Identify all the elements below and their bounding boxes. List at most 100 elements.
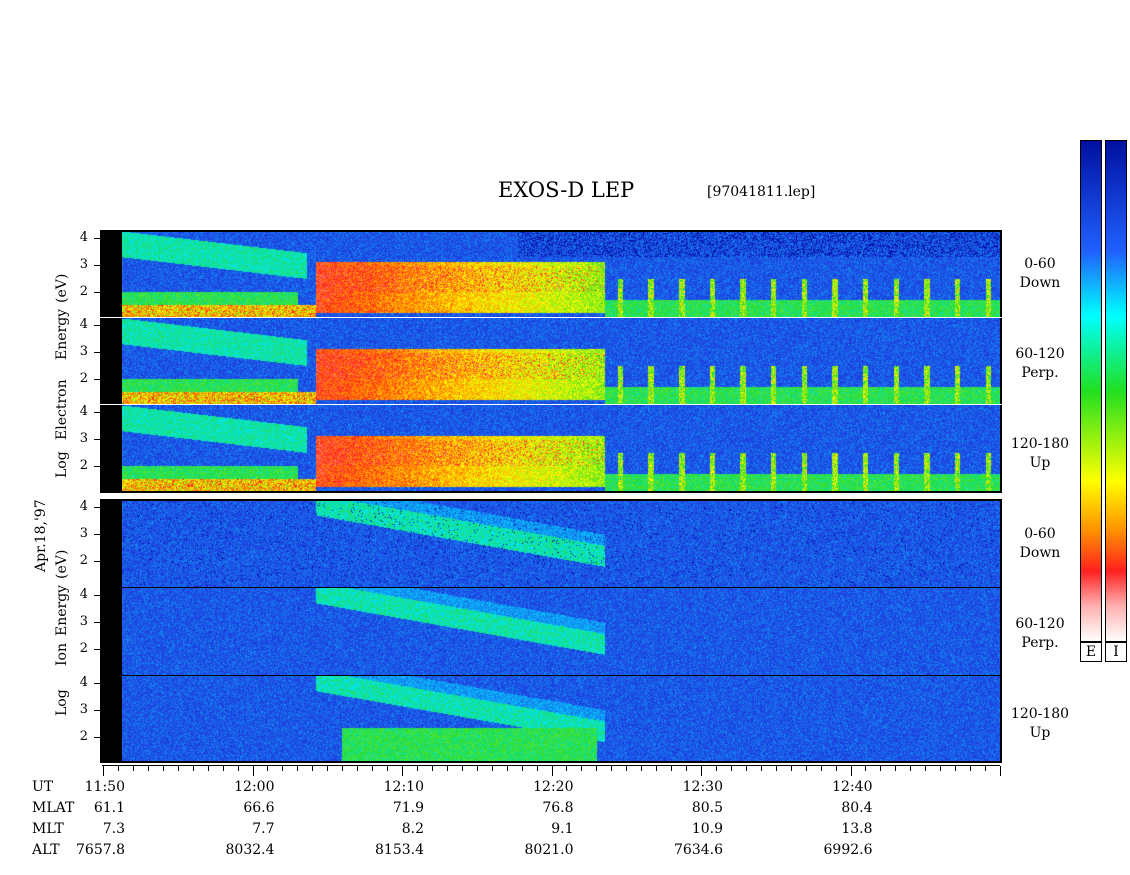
x-tick-mark	[626, 766, 628, 771]
x-tick-mark	[147, 766, 149, 771]
footer-mlt-value: 9.1	[551, 821, 574, 837]
x-tick-mark	[715, 766, 717, 771]
electron-black-bar	[100, 230, 122, 493]
x-tick-mark	[506, 766, 508, 771]
x-tick-mark	[282, 766, 284, 771]
y-tick-label: 2	[79, 641, 88, 656]
x-tick-mark	[955, 766, 957, 771]
spectrogram-panel	[122, 231, 1000, 317]
footer-ut-value: 12:20	[533, 779, 574, 795]
x-tick-mark	[805, 766, 807, 771]
x-tick-mark	[162, 766, 164, 771]
footer-ut-value: 12:40	[832, 779, 873, 795]
footer-mlt-value: 10.9	[691, 821, 723, 837]
x-tick-mark	[850, 766, 852, 776]
electron-ylabel-species: Electron	[54, 379, 70, 440]
panel-separator	[100, 317, 1002, 318]
footer-alt-value: 8153.4	[375, 842, 424, 858]
pitch-dir: Down	[1019, 275, 1061, 291]
x-tick-mark	[641, 766, 643, 771]
x-tick-mark	[207, 766, 209, 771]
footer-mlt-value: 7.3	[102, 821, 125, 837]
electron-ylabel-energy: Energy	[54, 308, 70, 360]
pitch-dir: Perp.	[1021, 365, 1059, 381]
row-label-mlat: MLAT	[32, 800, 75, 816]
x-tick-mark	[222, 766, 224, 771]
colorbar-ion	[1105, 140, 1127, 642]
x-tick-mark	[745, 766, 747, 771]
x-tick-mark	[775, 766, 777, 771]
spectrogram-panel	[122, 405, 1000, 491]
x-tick-mark	[237, 766, 239, 771]
spectrogram-canvas	[122, 676, 1000, 762]
pitch-dir: Down	[1019, 545, 1061, 561]
x-tick-mark	[671, 766, 673, 771]
spectrogram-canvas	[122, 588, 1000, 675]
x-tick-mark	[970, 766, 972, 771]
y-tick-mark	[94, 265, 100, 266]
x-tick-mark	[132, 766, 134, 771]
y-tick-label: 2	[79, 284, 88, 299]
electron-ylabel-log: Log	[54, 451, 70, 478]
y-tick-mark	[94, 507, 100, 508]
footer-mlat-value: 80.4	[841, 800, 873, 816]
x-tick-mark	[551, 766, 553, 776]
pitch-label-e-perp: 60-120 Perp.	[1000, 345, 1080, 383]
y-tick-mark	[94, 412, 100, 413]
spectrogram-panel	[122, 676, 1000, 762]
footer-mlat-value: 71.9	[392, 800, 424, 816]
ion-ylabel-unit: (eV)	[54, 549, 70, 579]
footer-ut-value: 12:30	[682, 779, 723, 795]
pitch-range: 60-120	[1015, 616, 1065, 632]
row-label-mlt: MLT	[32, 821, 64, 837]
ion-ylabel-log: Log	[54, 689, 70, 716]
pitch-range: 0-60	[1024, 526, 1056, 542]
footer-alt-value: 7634.6	[674, 842, 723, 858]
x-tick-mark	[865, 766, 867, 771]
footer-alt-value: 7657.8	[76, 842, 125, 858]
y-tick-mark	[94, 649, 100, 650]
colorbar-label-i: I	[1105, 642, 1127, 662]
colorbar-label-e: E	[1080, 642, 1102, 662]
ion-ylabel-species: Ion	[54, 643, 70, 666]
footer-mlt-value: 8.2	[401, 821, 424, 837]
x-tick-mark	[820, 766, 822, 771]
pitch-range: 0-60	[1024, 256, 1056, 272]
y-tick-mark	[94, 325, 100, 326]
y-tick-mark	[94, 710, 100, 711]
y-tick-label: 3	[79, 702, 88, 717]
y-tick-label: 4	[79, 675, 88, 690]
y-tick-label: 2	[79, 553, 88, 568]
spectrogram-canvas	[122, 231, 1000, 317]
date-label: Apr.18,'97	[33, 499, 49, 572]
y-tick-label: 3	[79, 526, 88, 541]
y-tick-mark	[94, 595, 100, 596]
x-tick-mark	[611, 766, 613, 771]
y-tick-label: 4	[79, 499, 88, 514]
x-tick-mark	[267, 766, 269, 771]
pitch-dir: Perp.	[1021, 635, 1059, 651]
x-tick-mark	[880, 766, 882, 771]
y-tick-label: 3	[79, 431, 88, 446]
y-tick-label: 4	[79, 587, 88, 602]
spectrogram-panel	[122, 500, 1000, 587]
panel-separator	[100, 587, 1002, 588]
x-tick-mark	[491, 766, 493, 771]
time-axis-line	[102, 765, 1000, 766]
x-tick-mark	[387, 766, 389, 771]
y-tick-mark	[94, 561, 100, 562]
x-tick-mark	[566, 766, 568, 771]
pitch-dir: Up	[1029, 455, 1051, 471]
x-tick-mark	[895, 766, 897, 771]
pitch-label-i-down: 0-60 Down	[1000, 525, 1080, 563]
x-tick-mark	[476, 766, 478, 771]
spectrogram-panel	[122, 588, 1000, 675]
footer-ut-value: 11:50	[84, 779, 125, 795]
pitch-range: 60-120	[1015, 346, 1065, 362]
x-tick-mark	[596, 766, 598, 771]
y-tick-label: 4	[79, 404, 88, 419]
ion-ylabel-energy: Energy	[54, 584, 70, 636]
y-tick-label: 2	[79, 371, 88, 386]
x-tick-mark	[730, 766, 732, 771]
x-tick-mark	[372, 766, 374, 771]
